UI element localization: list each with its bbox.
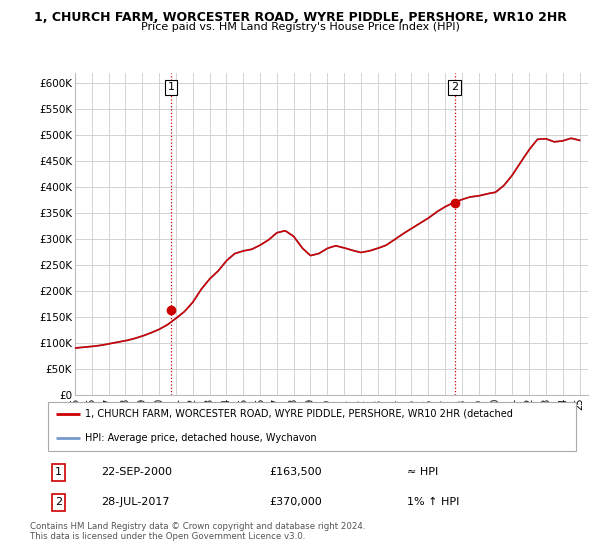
Text: 1, CHURCH FARM, WORCESTER ROAD, WYRE PIDDLE, PERSHORE, WR10 2HR: 1, CHURCH FARM, WORCESTER ROAD, WYRE PID…	[34, 11, 566, 24]
Text: Contains HM Land Registry data © Crown copyright and database right 2024.
This d: Contains HM Land Registry data © Crown c…	[30, 522, 365, 542]
Text: Price paid vs. HM Land Registry's House Price Index (HPI): Price paid vs. HM Land Registry's House …	[140, 22, 460, 32]
Text: 28-JUL-2017: 28-JUL-2017	[101, 497, 169, 507]
Text: 2: 2	[451, 82, 458, 92]
Text: 2: 2	[55, 497, 62, 507]
Text: 22-SEP-2000: 22-SEP-2000	[101, 467, 172, 477]
Text: ≈ HPI: ≈ HPI	[407, 467, 438, 477]
Text: 1: 1	[168, 82, 175, 92]
Text: 1, CHURCH FARM, WORCESTER ROAD, WYRE PIDDLE, PERSHORE, WR10 2HR (detached: 1, CHURCH FARM, WORCESTER ROAD, WYRE PID…	[85, 409, 513, 419]
Text: £163,500: £163,500	[270, 467, 322, 477]
Text: 1: 1	[55, 467, 62, 477]
Text: HPI: Average price, detached house, Wychavon: HPI: Average price, detached house, Wych…	[85, 433, 317, 444]
Text: £370,000: £370,000	[270, 497, 323, 507]
Text: 1% ↑ HPI: 1% ↑ HPI	[407, 497, 460, 507]
FancyBboxPatch shape	[48, 402, 576, 451]
